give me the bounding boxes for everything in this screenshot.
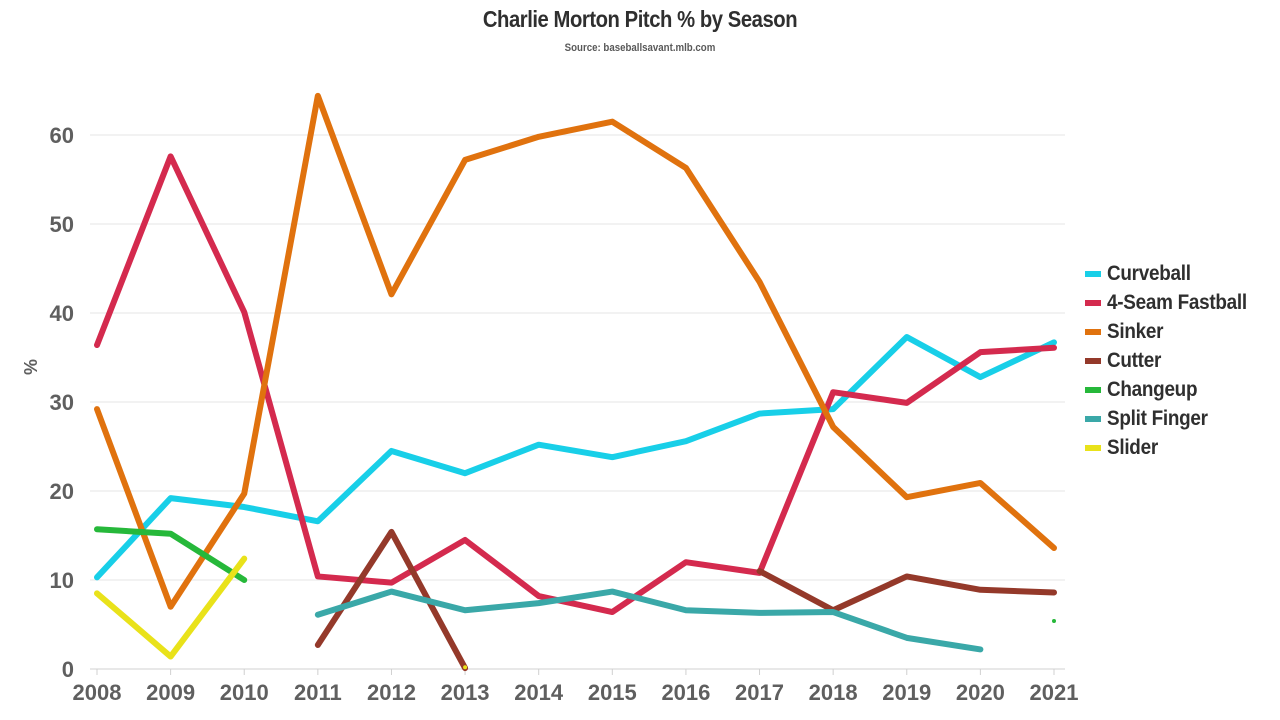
legend-swatch [1085,415,1101,422]
legend-swatch [1085,270,1101,277]
legend-label: Sinker [1107,319,1164,343]
series-line[interactable] [94,92,1057,610]
x-tick-label: 2012 [367,680,416,705]
legend-item[interactable]: Split Finger [1085,404,1262,433]
x-tick-label: 2014 [514,680,564,705]
series-4-seam-fastball [94,153,1057,616]
x-tick-label: 2009 [146,680,195,705]
x-tick-label: 2015 [588,680,637,705]
legend-label: Cutter [1107,348,1162,372]
x-tick-label: 2018 [809,680,858,705]
y-axis-ticks: 0 10 20 30 40 50 60 [50,123,74,682]
data-point[interactable] [1052,618,1056,623]
y-tick-label: 50 [50,212,74,237]
legend-swatch [1085,328,1101,335]
x-tick-label: 2020 [956,680,1005,705]
legend-item[interactable]: Cutter [1085,346,1262,375]
legend-swatch [1085,386,1101,393]
x-tick-label: 2010 [220,680,269,705]
legend-label: 4-Seam Fastball [1107,290,1247,314]
y-tick-label: 20 [50,479,74,504]
x-axis-ticks: 2008 2009 2010 2011 2012 2013 2014 2015 2016 2017… [73,669,1079,705]
y-tick-label: 30 [50,390,74,415]
x-tick-label: 2008 [73,680,122,705]
data-point[interactable] [463,665,468,670]
x-tick-label: 2019 [882,680,931,705]
series-line[interactable] [94,555,248,660]
series-line[interactable] [756,568,1057,614]
gridlines [90,134,1065,670]
legend: Curveball 4-Seam Fastball Sinker Cutter Chan… [1085,259,1262,462]
x-tick-label: 2011 [294,680,342,705]
series-lines [94,92,1057,672]
series-slider [94,555,468,670]
legend-swatch [1085,357,1101,364]
legend-label: Curveball [1107,261,1191,285]
x-tick-label: 2013 [441,680,490,705]
legend-swatch [1085,444,1101,451]
series-line[interactable] [94,334,1057,581]
legend-label: Slider [1107,435,1158,459]
legend-label: Split Finger [1107,406,1208,430]
y-tick-label: 10 [50,568,74,593]
series-line[interactable] [94,526,248,583]
series-sinker [94,92,1057,610]
x-tick-label: 2017 [735,680,784,705]
chart-title: Charlie Morton Pitch % by Season [482,6,798,32]
y-tick-label: 60 [50,123,74,148]
y-tick-label: 40 [50,301,74,326]
x-tick-label: 2016 [661,680,710,705]
series-line[interactable] [314,588,984,653]
y-tick-label: 0 [62,657,74,682]
series-changeup [94,526,1056,623]
legend-item[interactable]: Slider [1085,433,1262,462]
y-axis-label: % [21,359,41,375]
x-tick-label: 2021 [1030,680,1079,705]
legend-item[interactable]: 4-Seam Fastball [1085,288,1262,317]
legend-label: Changeup [1107,377,1198,401]
series-curveball [94,334,1057,581]
legend-item[interactable]: Sinker [1085,317,1262,346]
series-line[interactable] [94,153,1057,616]
legend-item[interactable]: Changeup [1085,375,1262,404]
chart-subtitle: Source: baseballsavant.mlb.com [564,42,716,54]
series-split-finger [314,588,984,653]
legend-swatch [1085,299,1101,306]
legend-item[interactable]: Curveball [1085,259,1262,288]
